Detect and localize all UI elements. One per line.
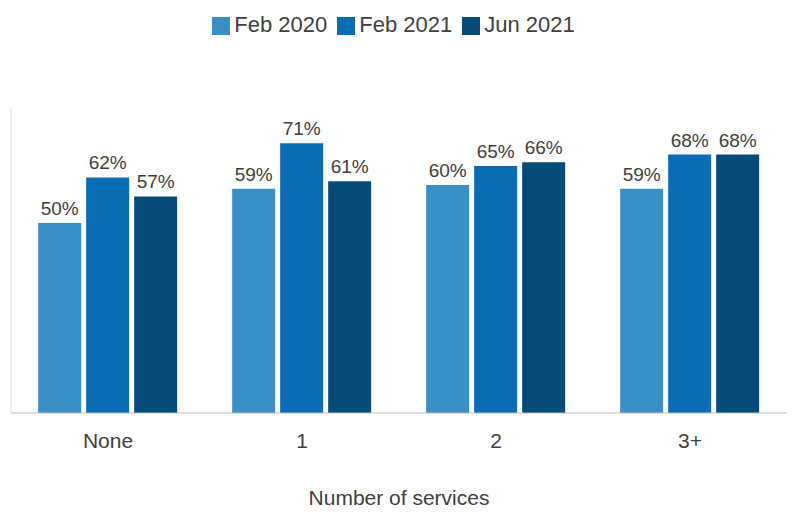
svg-text:61%: 61%: [331, 156, 369, 177]
svg-text:62%: 62%: [89, 152, 127, 173]
svg-text:2: 2: [490, 429, 502, 452]
svg-text:65%: 65%: [477, 141, 515, 162]
svg-text:57%: 57%: [137, 171, 175, 192]
svg-text:Number of services: Number of services: [309, 486, 490, 509]
svg-text:68%: 68%: [719, 130, 757, 151]
svg-text:66%: 66%: [525, 137, 563, 158]
html-text:Feb 2020: Feb 2020: [234, 12, 328, 37]
svg-text:3+: 3+: [678, 429, 702, 452]
svg-text:59%: 59%: [235, 164, 273, 185]
svg-text:59%: 59%: [623, 164, 661, 185]
svg-text:60%: 60%: [429, 160, 467, 181]
svg-text:68%: 68%: [671, 130, 709, 151]
html-text:Feb 2021: Feb 2021: [359, 12, 453, 37]
svg-text:1: 1: [296, 429, 308, 452]
svg-text:None: None: [83, 429, 133, 452]
html-text:Jun 2021: Jun 2021: [484, 12, 575, 37]
svg-text:71%: 71%: [283, 118, 321, 139]
svg-text:50%: 50%: [41, 198, 79, 219]
